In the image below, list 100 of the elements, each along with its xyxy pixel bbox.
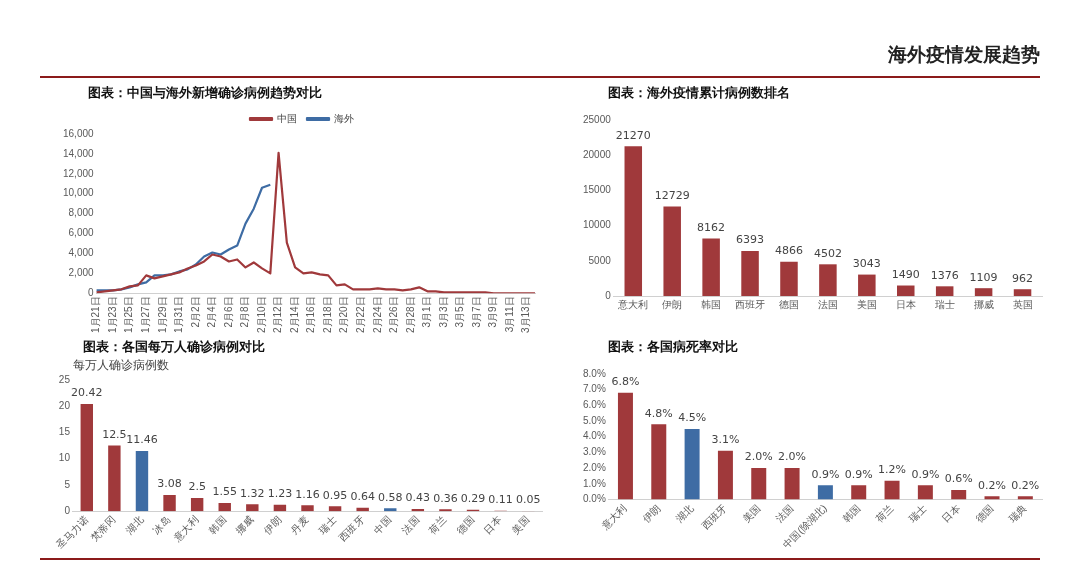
x-tick-label: 3月13日 [520,296,532,333]
text: 海外疫情发展趋势 [888,42,1040,67]
data-label: 6.8% [611,375,640,389]
y-tick-label: 25000 [583,113,612,125]
y-tick-label: 16,000 [62,127,95,139]
data-label: 0.9% [911,467,940,481]
x-tick-label: 1月29日 [156,296,168,333]
y-tick-label: 2,000 [68,267,95,279]
x-tick-label: 瑞士 [906,502,929,525]
bar [819,264,837,296]
data-label: 1.55 [212,485,237,499]
y-tick-label: 5 [64,478,71,490]
x-tick-label: 意大利 [170,514,201,544]
y-tick-label: 5.0% [583,414,606,426]
data-label: 12.5 [102,427,127,441]
data-label: 0.64 [350,490,375,504]
data-label: 4.8% [644,406,673,420]
x-tick-label: 日本 [482,514,504,536]
x-tick-label: 西班牙 [699,502,729,532]
y-tick-label: 10,000 [62,187,95,199]
legend-label: 海外 [334,112,354,124]
x-tick-label: 2月22日 [355,296,367,333]
data-label: 1376 [930,268,959,282]
x-tick-label: 2月18日 [321,296,333,333]
x-tick-label: 2月16日 [305,296,317,333]
x-tick-label: 伊朗 [261,514,284,536]
x-tick-label: 意大利 [599,502,629,532]
data-label: 4866 [774,244,803,258]
data-label: 3.1% [711,433,740,447]
y-tick-label: 10 [58,452,71,464]
bar [884,480,900,500]
y-tick-label: 20 [58,400,71,411]
x-tick-label: 法国 [817,298,838,310]
x-tick-label: 美国 [740,502,763,525]
x-tick-label: 伊朗 [640,502,663,525]
bar [301,505,314,512]
bar [1013,289,1032,296]
x-tick-label: 1月31日 [173,296,185,333]
x-tick-label: 1月21日 [90,296,102,333]
data-label: 0.43 [405,491,431,505]
bar [951,490,967,500]
bar [356,507,369,512]
y-tick-label: 3.0% [583,446,606,458]
data-label: 1490 [891,267,920,281]
x-tick-label: 3月3日 [437,296,449,328]
data-label: 1.32 [240,486,265,500]
bar [858,274,876,296]
x-tick-label: 瑞典 [1006,502,1029,525]
x-tick-label: 湖北 [123,514,146,536]
bar [897,285,915,296]
x-tick-label: 伊朗 [662,298,683,310]
y-tick-label: 4,000 [68,247,95,259]
x-tick-label: 美国 [856,298,877,310]
x-tick-label: 1月23日 [106,296,118,333]
data-label: 0.58 [378,490,403,504]
x-tick-label: 2月10日 [255,296,267,333]
bar [384,508,397,512]
bar [780,261,798,296]
bar [851,485,867,500]
x-tick-label: 韩国 [206,514,229,536]
data-label: 11.46 [126,433,158,447]
x-tick-label: 美国 [509,514,532,536]
data-label: 0.95 [322,488,348,502]
x-tick-label: 意大利 [617,298,649,310]
bar [273,504,287,512]
bar [817,485,833,500]
x-tick-label: 1月25日 [123,296,135,333]
x-tick-label: 3月7日 [470,296,482,328]
bar [617,392,633,500]
chart-title: 图表：各国每万人确诊病例对比 [82,338,266,356]
y-tick-label: 14,000 [62,147,95,159]
data-label: 4502 [813,246,842,260]
data-label: 4.5% [678,411,707,425]
x-tick-label: 日本 [940,502,963,525]
x-tick-label: 西班牙 [735,298,766,310]
x-tick-label: 梵蒂冈 [88,514,118,544]
data-label: 2.0% [778,450,807,464]
bar [246,504,259,512]
bar [663,206,681,296]
data-label: 0.9% [844,467,873,481]
x-tick-label: 冰岛 [150,514,173,536]
bar [684,428,700,500]
x-tick-label: 挪威 [973,298,994,310]
x-tick-label: 2月14日 [288,296,300,333]
y-tick-label: 15 [58,426,71,438]
x-tick-label: 3月5日 [454,296,466,328]
bar [1017,496,1033,500]
x-tick-label: 2月12日 [272,296,284,333]
bar [984,496,1000,500]
y-tick-label: 5000 [588,254,612,266]
y-tick-label: 7.0% [583,383,606,395]
bar [108,445,121,512]
x-tick-label: 2月4日 [206,296,218,328]
bar [702,238,720,296]
x-tick-label: 法国 [773,502,796,525]
data-label: 3.08 [157,477,182,491]
bar [935,286,954,296]
x-tick-label: 荷兰 [873,502,896,525]
x-tick-label: 2月28日 [404,296,416,333]
x-tick-label: 韩国 [701,298,722,310]
